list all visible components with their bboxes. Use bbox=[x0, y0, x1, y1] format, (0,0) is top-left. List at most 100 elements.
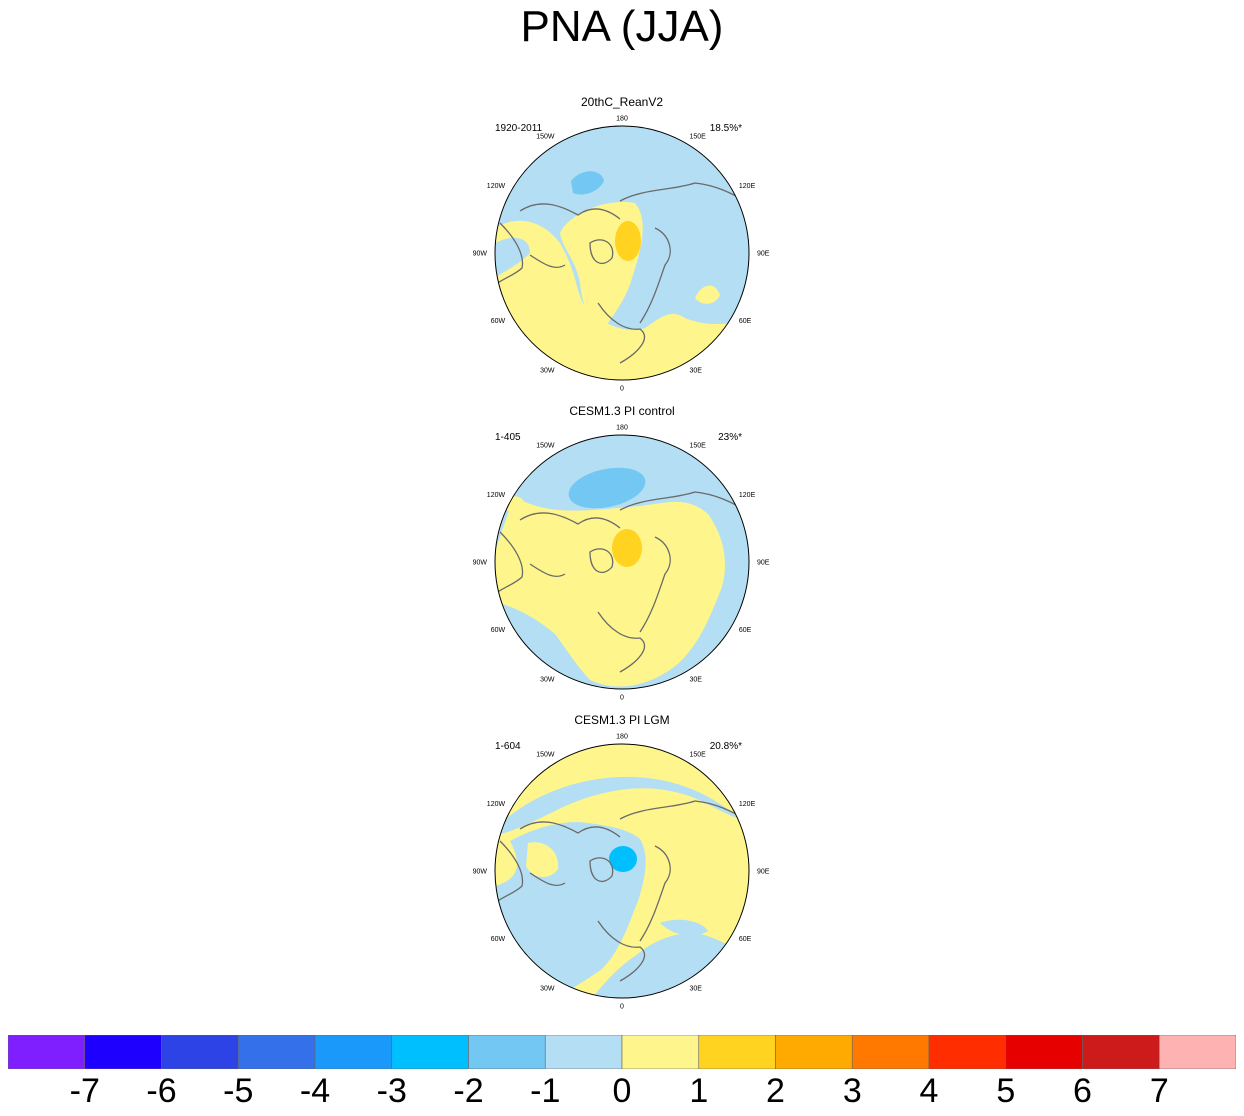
lon-label: 60W bbox=[491, 936, 506, 943]
colorbar-label: -6 bbox=[146, 1072, 177, 1110]
lon-label: 30W bbox=[540, 367, 555, 374]
lon-label: 120E bbox=[739, 801, 756, 808]
lon-label: 120W bbox=[487, 801, 506, 808]
lon-label: 30E bbox=[690, 676, 703, 683]
colorbar-label: 1 bbox=[689, 1072, 709, 1110]
lon-label: 120E bbox=[739, 492, 756, 499]
colorbar-box bbox=[1158, 1035, 1236, 1069]
colorbar-labels: -7 -6 -5 -4 -3 -2 -1 0 1 2 3 4 5 6 7 bbox=[0, 1072, 1244, 1116]
field-min-pole bbox=[609, 846, 637, 872]
colorbar-box bbox=[314, 1035, 393, 1069]
colorbar-label: 0 bbox=[612, 1072, 632, 1110]
panel-variance: 18.5%* bbox=[710, 123, 742, 134]
map-field bbox=[495, 126, 749, 380]
coastlines bbox=[495, 491, 749, 673]
field-min-pacific bbox=[571, 171, 604, 195]
lon-label: 90W bbox=[473, 251, 488, 258]
colorbar bbox=[8, 1035, 1236, 1069]
colorbar-label: 5 bbox=[996, 1072, 1016, 1110]
colorbar-box bbox=[161, 1035, 239, 1069]
panel-20thc-reanv2: 20thC_ReanV2 1920-2011 18.5%* 180 150E 120… bbox=[473, 95, 770, 393]
colorbar-label: 7 bbox=[1149, 1072, 1169, 1110]
colorbar-box bbox=[621, 1035, 700, 1069]
colorbar-box bbox=[1005, 1035, 1083, 1069]
page-title: PNA (JJA) bbox=[520, 2, 724, 51]
lon-label: 0 bbox=[620, 386, 624, 393]
lon-label: 150W bbox=[536, 752, 555, 759]
lon-label: 90W bbox=[473, 869, 488, 876]
lon-label: 60E bbox=[739, 318, 752, 325]
colorbar-box bbox=[468, 1035, 546, 1069]
map-border bbox=[494, 434, 750, 690]
field-positive-east bbox=[695, 285, 720, 304]
field-positive-main bbox=[495, 497, 725, 687]
panel-title: 20thC_ReanV2 bbox=[581, 95, 663, 109]
map-border bbox=[494, 125, 750, 381]
map-border bbox=[494, 743, 750, 999]
colorbar-box bbox=[544, 1035, 623, 1069]
lon-label: 0 bbox=[620, 1004, 624, 1011]
colorbar-label: -4 bbox=[299, 1072, 331, 1110]
colorbar-box bbox=[775, 1035, 853, 1069]
colorbar-box bbox=[84, 1035, 162, 1069]
lon-label: 60W bbox=[491, 318, 506, 325]
lon-label: 60E bbox=[739, 936, 752, 943]
colorbar-box bbox=[391, 1035, 469, 1069]
panel-cesm13-pi-lgm: CESM1.3 PI LGM 1-604 20.8%* 180 150E 120E 9… bbox=[473, 713, 770, 1011]
field-max-pole bbox=[615, 221, 641, 261]
colorbar-label: -5 bbox=[223, 1072, 254, 1110]
map-field bbox=[495, 744, 749, 998]
lon-label: 0 bbox=[620, 695, 624, 702]
colorbar-box bbox=[928, 1035, 1007, 1069]
lon-label: 90E bbox=[757, 869, 770, 876]
lon-label: 180 bbox=[616, 116, 628, 123]
panel-title: CESM1.3 PI LGM bbox=[574, 713, 669, 727]
panel-period: 1-405 bbox=[495, 432, 521, 443]
field-negative-southwest bbox=[495, 237, 530, 278]
lon-label: 30E bbox=[690, 367, 703, 374]
coastlines bbox=[495, 182, 749, 364]
lon-label: 60W bbox=[491, 627, 506, 634]
field-negative-arc bbox=[495, 776, 740, 835]
panel-period: 1920-2011 bbox=[495, 123, 543, 134]
colorbar-label: 6 bbox=[1073, 1072, 1092, 1110]
field-positive-west bbox=[526, 842, 559, 877]
panel-variance: 23%* bbox=[718, 432, 742, 443]
colorbar-box bbox=[851, 1035, 930, 1069]
colorbar-label: 2 bbox=[766, 1072, 785, 1110]
lon-label: 90E bbox=[757, 251, 770, 258]
lon-label: 60E bbox=[739, 627, 752, 634]
lon-label: 150E bbox=[690, 752, 707, 759]
field-negative-east bbox=[660, 919, 708, 936]
lon-label: 30W bbox=[540, 985, 555, 992]
lon-label: 120E bbox=[739, 183, 756, 190]
map-field bbox=[495, 435, 749, 689]
colorbar-label: 3 bbox=[842, 1072, 862, 1110]
lon-label: 180 bbox=[616, 734, 628, 741]
lon-label: 150E bbox=[690, 134, 707, 141]
panel-period: 1-604 bbox=[495, 741, 521, 752]
colorbar-label: -3 bbox=[376, 1072, 407, 1110]
colorbar-box bbox=[8, 1035, 86, 1069]
field-positive-south bbox=[495, 220, 749, 380]
field-min-pacific bbox=[568, 467, 646, 509]
lon-label: 90E bbox=[757, 560, 770, 567]
lon-label: 90W bbox=[473, 560, 488, 567]
panel-variance: 20.8%* bbox=[710, 741, 742, 752]
colorbar-box bbox=[698, 1035, 776, 1069]
lon-label: 30E bbox=[690, 985, 703, 992]
colorbar-label: 4 bbox=[919, 1072, 939, 1110]
lon-label: 150W bbox=[536, 134, 555, 141]
lon-label: 180 bbox=[616, 425, 628, 432]
lon-label: 120W bbox=[487, 492, 506, 499]
lon-label: 120W bbox=[487, 183, 506, 190]
lon-label: 150E bbox=[690, 443, 707, 450]
colorbar-box bbox=[237, 1035, 316, 1069]
panel-cesm13-pi-control: CESM1.3 PI control 1-405 23%* 180 150E 120… bbox=[473, 404, 770, 702]
panel-title: CESM1.3 PI control bbox=[569, 404, 674, 418]
lon-label: 30W bbox=[540, 676, 555, 683]
colorbar-label: -7 bbox=[69, 1072, 100, 1110]
field-max-pole bbox=[612, 529, 642, 567]
colorbar-label: -2 bbox=[453, 1072, 484, 1110]
colorbar-box bbox=[1082, 1035, 1160, 1069]
